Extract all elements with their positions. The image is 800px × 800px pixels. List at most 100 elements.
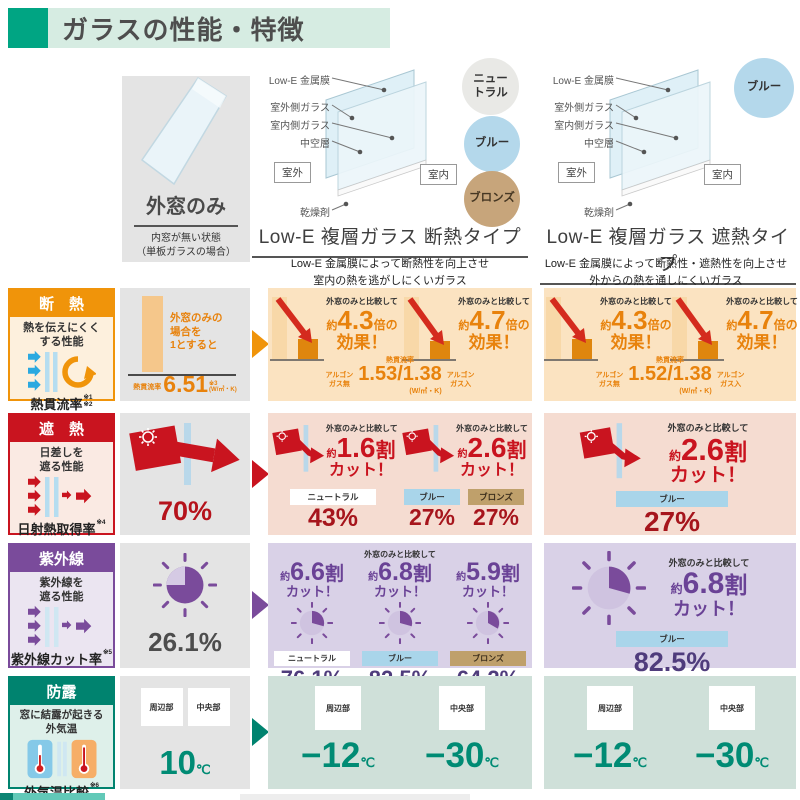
approx: 約 [280, 572, 291, 583]
wari: 割 [375, 440, 396, 462]
wari: 割 [724, 572, 748, 599]
sun-deflect-icon [579, 423, 641, 479]
row-label-insulation: 断 熱 熱を伝えにくく する性能 熱貫流率 ※1 ※2 [8, 288, 115, 412]
metric-refs: ※5 [102, 648, 113, 656]
arrow-right-icon [252, 591, 269, 619]
approx: 約 [368, 572, 379, 583]
double-glazing-graphic [325, 69, 427, 211]
edge-badge: 周辺部 [587, 686, 633, 730]
metric-refs: ※4 [96, 518, 106, 526]
effect-value: 約4.7倍の [456, 305, 532, 335]
u-values: 1.52/1.38 (W/㎡・K) [628, 364, 712, 396]
compare-note: 外窓のみと比較して [668, 558, 750, 569]
shgc-baseline-value: 70% [157, 496, 213, 526]
row-label-dew: 防露 窓に結露が起きる 外気温 外気温比較 ※6 [8, 676, 115, 800]
uv-block-icon [27, 605, 91, 647]
row-desc-shade: 日差しを 遮る性能 [39, 447, 84, 474]
variant-badge-bronze: ブロンズ [468, 489, 524, 505]
cut-result: ブルー 27% ブロンズ 27% [400, 489, 528, 530]
variant-badge-neutral: ニュートラル [290, 489, 376, 505]
swatch-bronze: ブロンズ [464, 171, 520, 227]
uv-group: 約5.9割 カット！ ブロンズ 64.2% [446, 549, 530, 691]
times: 倍の [373, 318, 398, 332]
label-air-layer: 中空層 [300, 139, 330, 150]
uv-group: 外窓のみと比較して 約6.8割 カット！ ブルー 82.5% [564, 551, 780, 678]
cut-label: カット！ [459, 462, 524, 479]
shgc-value: 27% [472, 504, 520, 530]
uv-baseline-value: 26.1% [148, 627, 222, 657]
center-badge: 中央部 [187, 688, 230, 726]
edge-badge: 周辺部 [315, 686, 361, 730]
compare-note: 外窓のみと比較して [600, 297, 672, 306]
cell-dew-insul-type: 周辺部 −12℃ 中央部 −30℃ [268, 676, 532, 789]
compare-note: 外窓のみと比較して [364, 550, 436, 559]
cut-group: 外窓のみと比較して 約2.6割 カット！ ブルー 27% ブロンズ 27% [400, 423, 528, 530]
metric-ref-unit: ※3 (W/㎡・K) [209, 381, 237, 394]
edge-badge: 周辺部 [140, 688, 183, 726]
wari: 割 [506, 440, 527, 462]
temp-value: −12 [573, 736, 633, 775]
baseline-metric: 熱貫流率 6.51 ※3 (W/㎡・K) [120, 373, 250, 395]
center-badge: 中央部 [439, 686, 485, 730]
row-desc-dew: 窓に結露が起きる 外気温 [19, 709, 104, 735]
shade-icon-wrap [27, 475, 96, 519]
value: 4.7 [737, 305, 774, 335]
compare-note: 外窓のみと比較して [726, 297, 798, 306]
effect-text: 外窓のみと比較して 約4.7倍の 効果！ [724, 296, 800, 353]
argon-in-label: アルゴン ガス入 [446, 372, 475, 388]
approx: 約 [668, 449, 681, 464]
label-outside: 室外 [558, 162, 595, 183]
row-head-uv: 紫外線 [10, 545, 113, 572]
temp-value: −30 [425, 736, 485, 775]
metric-refs: ※1 ※2 [83, 393, 93, 409]
value: 6.8 [682, 567, 725, 601]
uv-cut-value: 82.5% [633, 647, 711, 677]
uv-top: 外窓のみと比較して 約6.8割 カット！ [564, 551, 780, 625]
sun-through-glass-icon [129, 423, 240, 485]
cell-shade-baseline: 70% [120, 413, 250, 535]
footer-accent-square [0, 793, 13, 800]
page-title: ガラスの性能・特徴 [62, 14, 305, 45]
baseline-bar [142, 296, 163, 372]
label-inside: 室内 [420, 164, 457, 185]
bar-drop-graphic [270, 297, 324, 361]
value: 6.8 [378, 558, 413, 586]
thermometer-compare-icon [27, 740, 96, 779]
swatch-neutral: ニュー トラル [462, 58, 519, 115]
arrow-right-icon [252, 718, 269, 746]
label-inside: 室内 [704, 164, 741, 185]
value: 4.3 [611, 305, 648, 335]
value: 4.7 [469, 305, 506, 335]
title-accent-square [8, 8, 48, 48]
approx: 約 [456, 572, 467, 583]
compare-note: 外窓のみと比較して [458, 297, 530, 306]
label-lowe-film: Low-E 金属膜 [552, 76, 614, 87]
shgc-value: 43% [307, 504, 359, 532]
approx: 約 [326, 449, 337, 460]
value: 4.3 [337, 305, 374, 335]
dew-temp: −30℃ [682, 738, 782, 773]
baseline-name: 外窓のみ [146, 196, 226, 218]
cut-top: 外窓のみと比較して 約1.6割 カット！ [270, 423, 398, 483]
wari: 割 [724, 439, 748, 466]
swatch-blue: ブルー [464, 116, 520, 172]
cut-top: 外窓のみと比較して 約2.6割 カット！ [400, 423, 528, 483]
row-label-shade: 遮 熱 日差しを 遮る性能 日射熱取得率 ※4 [8, 413, 115, 537]
footer-gray-bar [240, 794, 470, 800]
temp-unit: ℃ [632, 755, 647, 770]
times: 倍の [773, 318, 798, 332]
cell-dew-baseline: 周辺部 中央部 10℃ [120, 676, 250, 789]
metric-ref: ※3 [209, 380, 218, 387]
variant-badge-blue: ブルー [616, 631, 728, 647]
metric-name: 熱貫流率 [386, 357, 414, 364]
effect-group: 外窓のみと比較して 約4.7倍の 効果！ [402, 293, 532, 361]
unit: (W/㎡・K) [679, 388, 712, 395]
bar-drop-graphic [402, 297, 456, 361]
label-inner-glass: 室内側ガラス [270, 121, 330, 132]
uv-icon-wrap [27, 605, 96, 649]
temp-unit: ℃ [360, 755, 375, 770]
dew-badges: 周辺部 中央部 [120, 688, 250, 726]
double-glazing-graphic [609, 69, 711, 211]
value: 1.53/1.38 [358, 363, 442, 385]
